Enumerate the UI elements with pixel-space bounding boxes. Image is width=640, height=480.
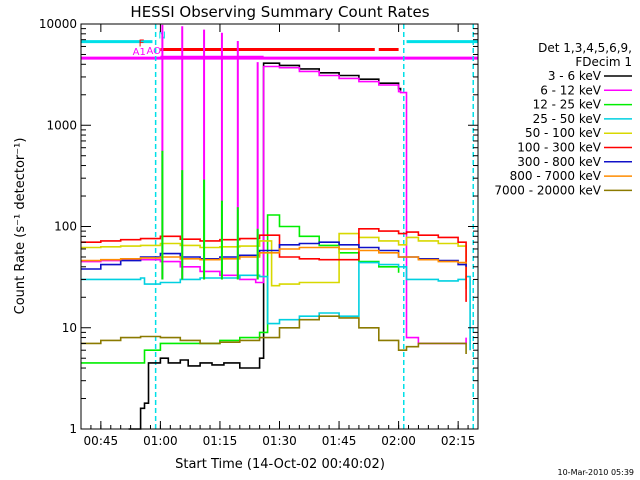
spike-lines [161,24,259,280]
y-tick-label-1: 1 [69,422,77,436]
x-tick-label-02-15: 02:15 [441,434,476,448]
series-50-100-kev [81,232,467,290]
chart-title: HESSI Observing Summary Count Rates [130,3,429,21]
flag-label-f: F [139,38,145,49]
y-tick-label-1000: 1000 [46,118,77,132]
y-axis-label: Count Rate (s⁻¹ detector⁻¹) [13,138,28,315]
series-800-7000-kev [81,246,467,264]
x-axis-label: Start Time (14-Oct-02 00:40:02) [175,457,385,472]
legend-label-50-100-kev: 50 - 100 keV [525,126,602,140]
legend-header-line-2: FDecim 1 [575,55,632,69]
x-tick-label-02-00: 02:00 [381,434,416,448]
y-tick-label-10: 10 [62,321,77,335]
legend-label-6-12-kev: 6 - 12 keV [540,83,602,97]
flag-label-a1: A1 [133,47,146,58]
series-7000-20000-kev [81,315,467,354]
legend-label-12-25-kev: 12 - 25 keV [533,98,602,112]
legend-label-25-50-kev: 25 - 50 keV [533,112,602,126]
legend-label-300-800-kev: 300 - 800 keV [517,155,601,169]
y-tick-label-100: 100 [54,220,77,234]
series-100-300-kev [81,228,467,302]
series-12-25-kev [81,214,400,364]
flag-label-ao: AO [147,46,162,57]
series-3-6-kev [128,62,402,430]
y-tick-label-10000: 10000 [39,17,77,31]
legend-label-800-7000-kev: 800 - 7000 keV [510,169,602,183]
x-tick-label-01-15: 01:15 [203,434,238,448]
x-tick-label-01-45: 01:45 [322,434,357,448]
x-tick-label-00-45: 00:45 [84,434,119,448]
legend-label-3-6-kev: 3 - 6 keV [548,69,602,83]
legend-label-7000-20000-kev: 7000 - 20000 keV [494,183,601,197]
legend-header-line-1: Det 1,3,4,5,6,9, [538,41,632,55]
x-tick-label-01-30: 01:30 [262,434,297,448]
x-tick-label-01-00: 01:00 [143,434,178,448]
legend-label-100-300-kev: 100 - 300 keV [517,141,601,155]
series-lines [81,62,471,430]
footer-timestamp: 10-Mar-2010 05:39 [558,468,635,477]
axis-ticks: 00:45 01:00 01:15 01:30 01:45 02:00 02:15 1 10 10… [39,17,479,448]
series-6-12-kev [81,65,467,345]
flag-bars: NFAOA1 [81,31,478,60]
